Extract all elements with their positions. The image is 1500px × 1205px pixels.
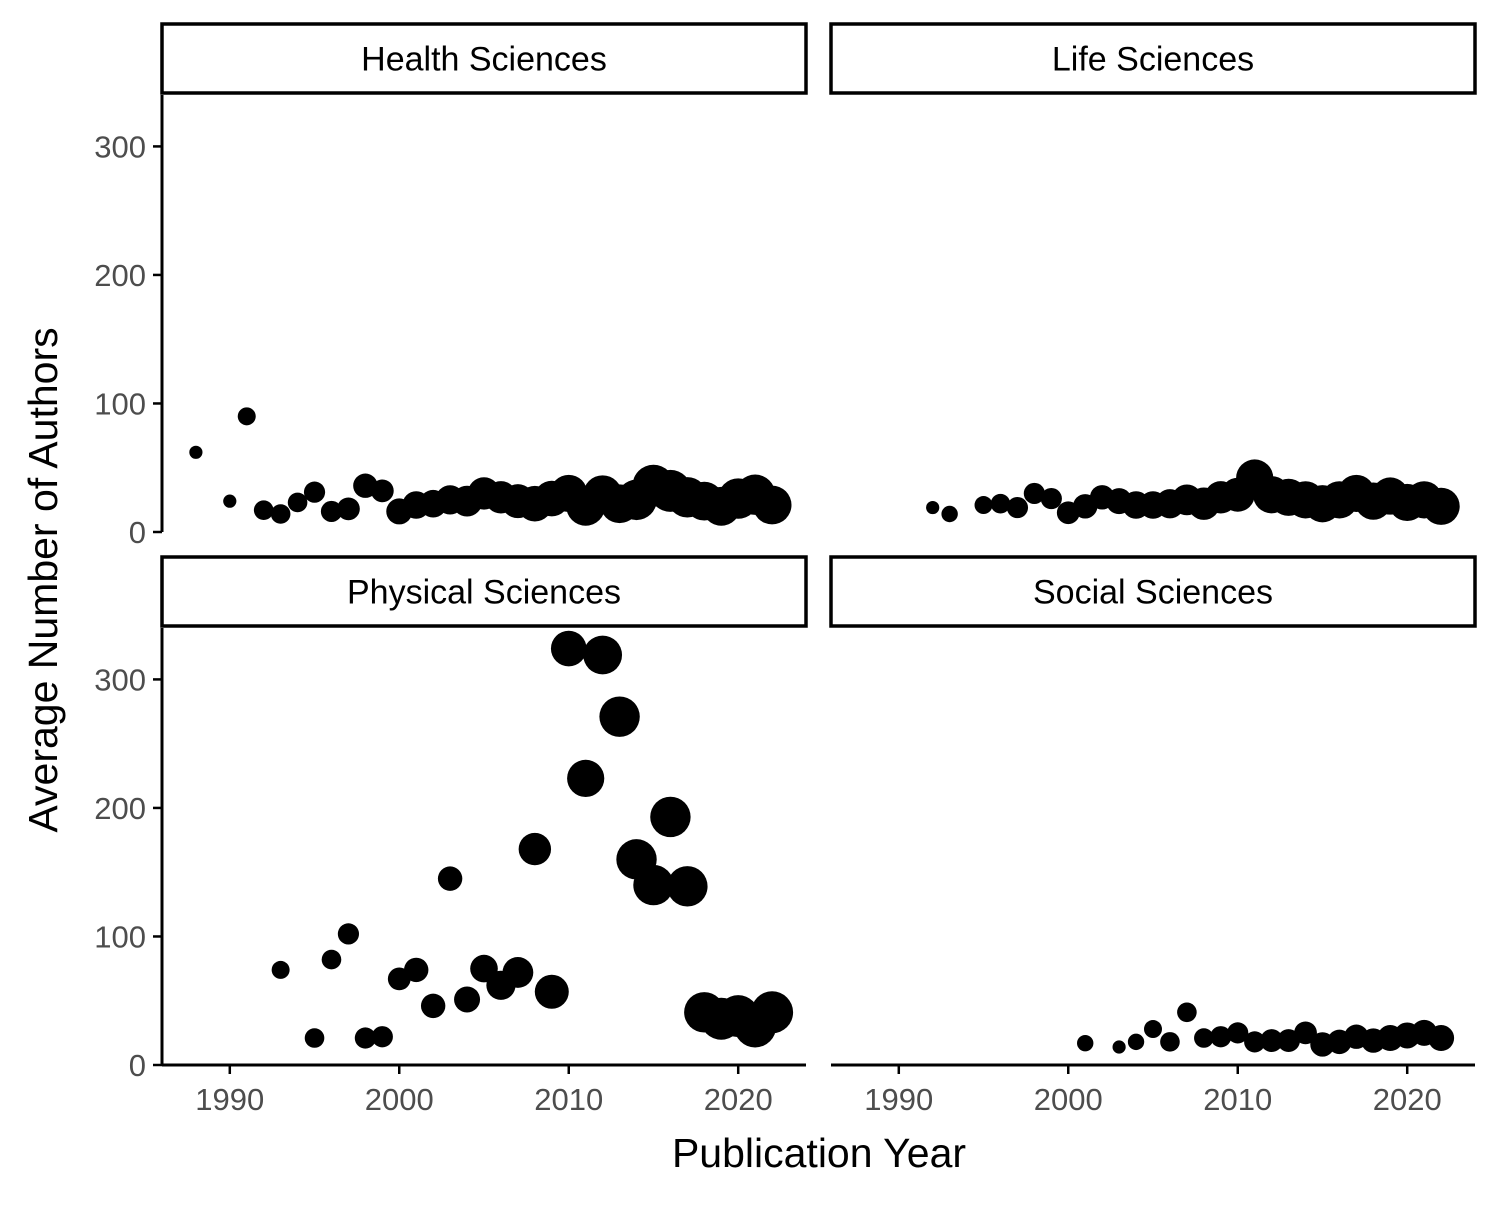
facet-strip-label: Social Sciences	[1033, 574, 1273, 612]
facet-strip	[160, 555, 808, 628]
data-point	[1244, 1031, 1266, 1053]
data-point	[550, 630, 587, 667]
x-axis-title: Publication Year	[672, 1130, 966, 1176]
data-point	[237, 407, 256, 426]
data-point	[1112, 1040, 1126, 1054]
data-point	[990, 493, 1011, 514]
data-point	[752, 485, 792, 525]
data-point	[502, 957, 534, 988]
facet-panel-physical-sciences: Physical Sciences 0 100 200 300 1990 2000 2010 2…	[94, 555, 808, 1117]
y-tick-label: 200	[94, 258, 146, 293]
data-point	[371, 1026, 393, 1048]
facet-panel-life-sciences: Life Sciences	[829, 22, 1477, 525]
facet-panel-health-sciences: Health Sciences 0 100 200 300	[94, 22, 808, 550]
data-point	[534, 974, 569, 1009]
y-axis-title: Average Number of Authors	[20, 327, 66, 832]
data-point	[1294, 1021, 1317, 1045]
y-tick-label: 300	[94, 662, 146, 697]
data-point	[650, 796, 691, 838]
x-tick-label: 2010	[534, 1082, 603, 1117]
data-point	[189, 445, 203, 459]
data-point	[320, 500, 343, 523]
data-point	[1277, 1029, 1300, 1052]
data-point	[599, 696, 640, 737]
data-point	[287, 492, 308, 513]
data-point	[1194, 1028, 1214, 1048]
data-point	[304, 1028, 325, 1048]
x-tick-label: 1990	[864, 1082, 933, 1117]
y-tick-label: 0	[129, 515, 146, 550]
data-point	[1177, 1002, 1197, 1023]
data-point	[354, 1027, 376, 1049]
data-point	[1260, 1029, 1284, 1052]
data-point	[1144, 1020, 1162, 1039]
x-tick-label: 2000	[1034, 1082, 1103, 1117]
data-point	[1006, 496, 1029, 519]
y-tick-label: 300	[94, 129, 146, 164]
facet-strip	[829, 22, 1477, 95]
data-point	[926, 500, 940, 515]
data-point	[1127, 1033, 1145, 1051]
data-point	[420, 993, 446, 1019]
data-point	[633, 864, 674, 906]
facet-strip	[829, 555, 1477, 628]
facet-panel-social-sciences: Social Sciences 1990 2000 2010 2020	[829, 555, 1477, 1117]
data-point	[583, 635, 623, 675]
data-point	[303, 481, 326, 503]
y-tick-label: 100	[94, 919, 146, 954]
x-tick-label: 2010	[1203, 1082, 1272, 1117]
data-point	[518, 832, 552, 866]
data-point	[1210, 1026, 1232, 1048]
y-tick-label: 100	[94, 386, 146, 421]
facet-strip-label: Physical Sciences	[347, 574, 621, 612]
data-point	[321, 949, 342, 970]
data-point	[337, 923, 360, 945]
data-point	[1227, 1022, 1249, 1044]
data-point	[1040, 487, 1062, 510]
data-point	[1428, 1025, 1455, 1052]
data-point	[404, 957, 429, 983]
data-point	[751, 991, 794, 1034]
data-point	[223, 494, 237, 508]
y-tick-label: 0	[129, 1048, 146, 1083]
data-point	[1422, 487, 1460, 525]
data-point	[454, 986, 481, 1013]
facet-strip-label: Health Sciences	[361, 41, 607, 79]
data-point	[974, 496, 993, 515]
data-point	[253, 500, 274, 520]
x-tick-label: 2020	[704, 1082, 773, 1117]
data-point	[271, 960, 290, 979]
data-point	[1160, 1032, 1180, 1052]
data-point	[1077, 1034, 1094, 1052]
data-point	[1023, 482, 1045, 505]
x-tick-label: 1990	[195, 1082, 264, 1117]
facet-strip-label: Life Sciences	[1052, 41, 1254, 79]
facet-strip	[160, 22, 808, 95]
data-point	[667, 866, 708, 907]
data-point	[370, 479, 394, 503]
y-tick-label: 200	[94, 791, 146, 826]
data-point	[337, 497, 360, 521]
data-point	[437, 866, 463, 891]
data-point	[941, 505, 958, 523]
x-tick-label: 2020	[1373, 1082, 1442, 1117]
data-point	[270, 504, 291, 524]
x-tick-label: 2000	[365, 1082, 434, 1117]
data-point	[567, 759, 605, 797]
